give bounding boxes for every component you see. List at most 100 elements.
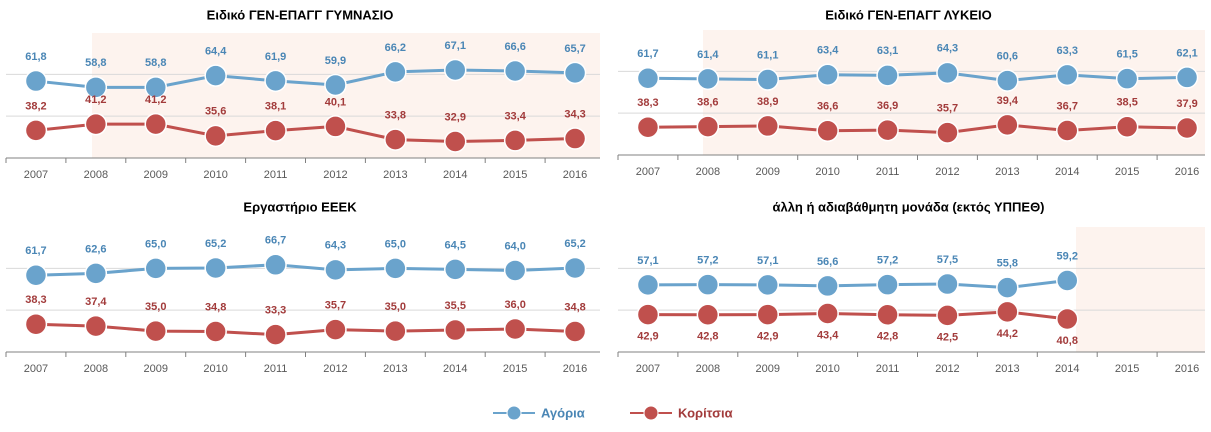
- data-label: 38,2: [25, 100, 46, 112]
- data-label: 65,0: [145, 238, 166, 250]
- x-tick-label: 2013: [995, 166, 1019, 178]
- data-point: [503, 259, 527, 282]
- x-tick-label: 2015: [503, 169, 527, 181]
- series-line: [35, 122, 576, 143]
- data-point: [936, 61, 959, 85]
- data-label: 34,8: [564, 301, 585, 313]
- data-point: [1115, 115, 1139, 139]
- data-point: [204, 320, 227, 343]
- data-label: 35,6: [205, 106, 226, 118]
- data-point: [1175, 66, 1199, 89]
- data-label: 62,1: [1176, 47, 1197, 59]
- data-point: [24, 312, 48, 336]
- x-tick-label: 2016: [1175, 166, 1199, 178]
- x-tick-label: 2007: [636, 363, 660, 375]
- legend-marker: [643, 405, 659, 421]
- data-label: 61,5: [1116, 49, 1137, 61]
- x-tick-label: 2009: [756, 363, 780, 375]
- data-point: [144, 257, 167, 280]
- data-point: [636, 67, 660, 90]
- data-point: [384, 257, 407, 280]
- data-label: 63,1: [877, 45, 898, 57]
- data-point: [996, 113, 1019, 137]
- data-label: 33,4: [504, 110, 526, 122]
- data-label: 66,6: [504, 41, 525, 53]
- x-tick-label: 2011: [264, 363, 288, 375]
- data-point: [1056, 269, 1079, 292]
- data-point: [563, 127, 587, 150]
- data-label: 62,6: [85, 243, 106, 255]
- data-point: [264, 119, 287, 142]
- data-label: 42,9: [637, 330, 658, 342]
- data-label: 42,8: [697, 331, 718, 343]
- data-point: [444, 258, 467, 281]
- data-label: 40,1: [325, 96, 346, 108]
- x-tick-label: 2014: [443, 363, 467, 375]
- x-tick-label: 2009: [144, 363, 168, 375]
- data-point: [996, 69, 1019, 92]
- legend-label: Αγόρια: [541, 405, 585, 420]
- data-label: 58,8: [145, 57, 166, 69]
- data-point: [563, 61, 587, 85]
- data-label: 36,9: [877, 100, 898, 112]
- data-label: 65,2: [205, 238, 226, 250]
- data-point: [996, 276, 1019, 299]
- data-point: [756, 68, 779, 91]
- data-label: 38,3: [25, 294, 46, 306]
- x-tick-label: 2014: [443, 169, 467, 181]
- series-line: [35, 322, 576, 337]
- data-point: [324, 115, 347, 138]
- data-label: 57,1: [637, 255, 658, 267]
- data-label: 58,8: [85, 57, 106, 69]
- series-line: [647, 71, 1188, 83]
- data-point: [384, 60, 407, 84]
- data-point: [84, 112, 108, 136]
- data-point: [1175, 116, 1199, 140]
- data-point: [204, 64, 227, 87]
- data-label: 61,7: [637, 48, 658, 60]
- data-label: 37,4: [85, 296, 107, 308]
- data-point: [876, 64, 899, 87]
- data-label: 38,1: [265, 101, 286, 113]
- x-tick-label: 2008: [696, 166, 720, 178]
- x-tick-label: 2016: [563, 169, 587, 181]
- chart-title: Ειδικό ΓΕΝ-ΕΠΑΓΓ ΛΥΚΕΙΟ: [825, 7, 992, 22]
- series-line: [647, 123, 1188, 135]
- data-point: [503, 59, 527, 83]
- data-label: 36,6: [817, 101, 838, 113]
- data-point: [936, 121, 959, 144]
- data-label: 34,3: [564, 108, 585, 120]
- data-point: [444, 318, 467, 342]
- data-label: 56,6: [817, 256, 838, 268]
- data-label: 64,3: [937, 43, 958, 55]
- data-point: [384, 128, 407, 151]
- data-point: [84, 262, 108, 285]
- data-point: [816, 302, 839, 325]
- data-label: 38,9: [757, 96, 778, 108]
- data-point: [84, 76, 108, 99]
- data-label: 59,9: [325, 55, 346, 67]
- x-tick-label: 2010: [815, 363, 839, 375]
- data-point: [816, 63, 839, 86]
- x-tick-label: 2009: [144, 169, 168, 181]
- data-point: [204, 256, 227, 280]
- series-line: [35, 263, 576, 277]
- data-label: 33,3: [265, 305, 286, 317]
- data-point: [204, 124, 227, 148]
- x-tick-label: 2007: [636, 166, 660, 178]
- data-label: 57,2: [697, 255, 718, 267]
- data-label: 35,7: [937, 103, 958, 115]
- data-point: [876, 273, 899, 296]
- data-point: [756, 273, 779, 297]
- x-tick-label: 2014: [1055, 166, 1079, 178]
- chart-title: άλλη ή αδιαβάθμητη μονάδα (εκτός ΥΠΠΕΘ): [772, 199, 1044, 214]
- data-label: 36,7: [1057, 100, 1078, 112]
- data-label: 35,5: [445, 300, 466, 312]
- data-point: [144, 112, 167, 136]
- data-label: 66,7: [265, 235, 286, 247]
- data-label: 61,7: [25, 245, 46, 257]
- data-label: 41,2: [145, 94, 166, 106]
- data-point: [816, 119, 839, 142]
- data-label: 38,6: [697, 96, 718, 108]
- data-label: 36,0: [504, 299, 525, 311]
